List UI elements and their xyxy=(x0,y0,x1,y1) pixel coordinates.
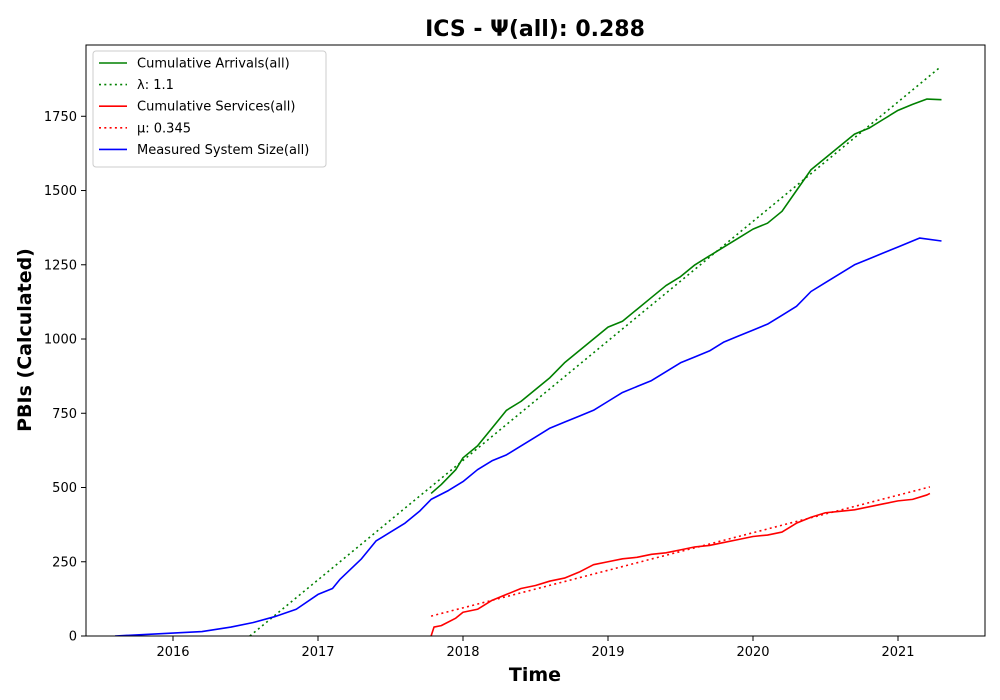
x-axis: 2016 2017 2018 2019 2020 2021 xyxy=(156,636,914,660)
x-axis-label: Time xyxy=(509,664,561,686)
legend-label: Cumulative Arrivals(all) xyxy=(137,57,290,72)
y-tick-label: 0 xyxy=(69,630,77,645)
y-tick-label: 750 xyxy=(52,407,77,422)
legend-label: λ: 1.1 xyxy=(137,78,174,93)
legend-label: Measured System Size(all) xyxy=(137,143,309,158)
series-line-4 xyxy=(431,487,930,616)
y-tick-label: 1500 xyxy=(44,184,77,199)
x-tick-label: 2019 xyxy=(591,645,624,660)
chart-title: ICS - Ψ(all): 0.288 xyxy=(425,17,645,42)
y-axis: 0 250 500 750 1000 1250 1500 1750 xyxy=(44,110,86,645)
legend-label: Cumulative Services(all) xyxy=(137,100,295,115)
x-tick-label: 2017 xyxy=(301,645,334,660)
x-tick-label: 2021 xyxy=(881,645,914,660)
x-tick-label: 2016 xyxy=(156,645,189,660)
series-line-2 xyxy=(250,67,940,636)
legend-label: μ: 0.345 xyxy=(137,121,191,136)
x-tick-label: 2018 xyxy=(446,645,479,660)
series-line-3 xyxy=(431,493,930,636)
series-line-1 xyxy=(431,99,941,493)
y-tick-label: 1000 xyxy=(44,333,77,348)
y-tick-label: 250 xyxy=(52,555,77,570)
y-tick-label: 1750 xyxy=(44,110,77,125)
y-axis-label: PBIs (Calculated) xyxy=(14,248,36,432)
series-line-5 xyxy=(115,238,942,636)
legend: Cumulative Arrivals(all) λ: 1.1 Cumulative… xyxy=(93,51,326,167)
y-tick-label: 500 xyxy=(52,481,77,496)
y-tick-label: 1250 xyxy=(44,258,77,273)
x-tick-label: 2020 xyxy=(736,645,769,660)
